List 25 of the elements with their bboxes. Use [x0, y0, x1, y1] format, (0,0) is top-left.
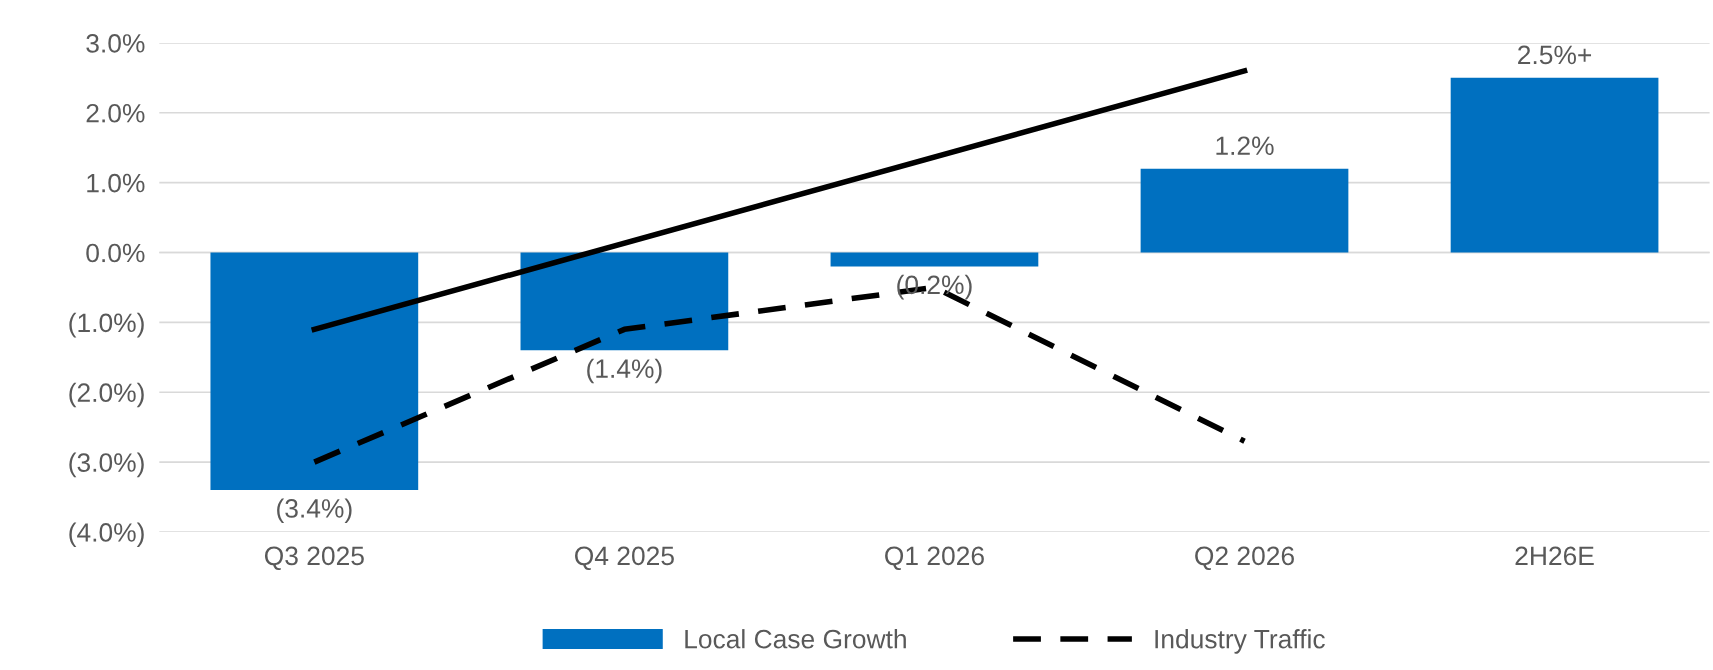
x-tick-label: Q2 2026 [1195, 546, 1294, 570]
y-tick-label: 0.0% [86, 243, 145, 263]
legend-label: Industry Traffic [1155, 629, 1325, 654]
bar [830, 252, 1039, 267]
y-tick-label: (2.0%) [69, 382, 144, 408]
y-tick-label: 2.0% [86, 103, 145, 123]
bar [1140, 168, 1349, 253]
x-tick-label: Q1 2026 [885, 546, 984, 570]
bar [210, 252, 419, 491]
data-label: (1.4%) [587, 358, 662, 384]
y-tick-label: 1.0% [87, 173, 145, 193]
data-label: 1.2% [1216, 136, 1274, 155]
y-tick-label: (3.0%) [69, 452, 144, 478]
y-tick-label: 3.0% [86, 34, 145, 53]
bar [1450, 77, 1659, 253]
legend-label: Local Case Growth [685, 629, 906, 649]
data-label: (3.4%) [277, 498, 352, 523]
bar [520, 252, 729, 351]
x-tick-label: Q4 2025 [575, 546, 674, 570]
x-tick-label: Q3 2025 [264, 546, 364, 570]
x-tick-label: 2H26E [1515, 546, 1594, 566]
data-label: 2.5%+ [1518, 45, 1592, 65]
data-label: (0.2%) [897, 274, 972, 300]
y-tick-label: (1.0%) [69, 312, 144, 338]
y-tick-label: (4.0%) [69, 522, 144, 548]
